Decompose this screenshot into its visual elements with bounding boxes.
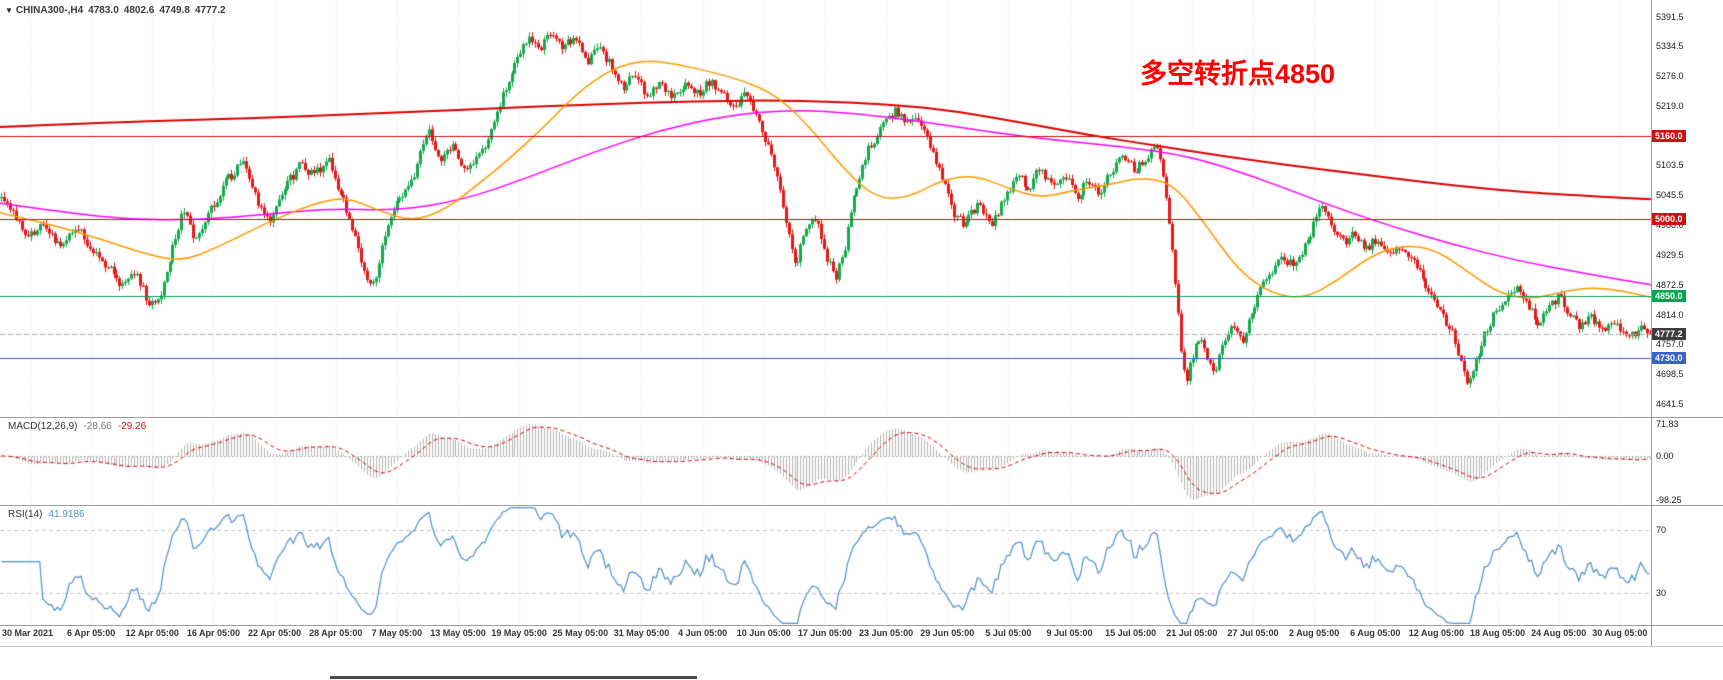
rsi-value: 41.9186	[48, 509, 85, 520]
panel-separator[interactable]	[0, 625, 1723, 626]
time-axis-label: 5 Jul 05:00	[985, 628, 1032, 638]
time-axis-label: 9 Jul 05:00	[1046, 628, 1093, 638]
time-axis-label: 13 May 05:00	[430, 628, 486, 638]
time-axis-label: 7 May 05:00	[371, 628, 423, 638]
price-chart[interactable]	[0, 0, 1651, 417]
price-axis-tick: 5334.5	[1656, 41, 1684, 52]
time-axis-label: 30 Mar 2021	[2, 628, 54, 638]
time-axis-label: 17 Jun 05:00	[797, 628, 852, 638]
time-axis-label: 29 Jun 05:00	[920, 628, 975, 638]
time-axis-label: 4 Jun 05:00	[678, 628, 728, 638]
time-axis: 30 Mar 2021 6 Apr 05:00 12 Apr 05:00 16 Apr…	[0, 628, 1651, 643]
time-axis-label: 15 Jul 05:00	[1105, 628, 1157, 638]
axis-divider	[1651, 0, 1652, 646]
price-axis-tick: 5045.5	[1656, 190, 1684, 201]
price-axis-tick: 5219.0	[1656, 100, 1684, 111]
price-axis-tick: 4872.5	[1656, 279, 1684, 290]
ohlc-high: 4802.6	[123, 5, 155, 16]
time-axis-label: 23 Jun 05:00	[859, 628, 914, 638]
time-axis-label: 6 Aug 05:00	[1350, 628, 1401, 638]
price-level-badge: 4730.0	[1652, 352, 1686, 365]
rsi-axis-tick: 30	[1656, 588, 1667, 599]
symbol-dropdown-icon[interactable]: ▼	[5, 6, 13, 15]
time-axis-label: 22 Apr 05:00	[247, 628, 302, 638]
symbol-name: CHINA300-,H4	[15, 5, 84, 16]
ohlc-close: 4777.2	[194, 5, 226, 16]
price-level-badge: 5160.0	[1652, 130, 1686, 143]
annotation-text: 多空转折点4850	[1140, 59, 1336, 89]
time-axis-label: 10 Jun 05:00	[736, 628, 791, 638]
macd-main-value: -28.66	[83, 421, 112, 432]
price-axis-tick: 4698.5	[1656, 369, 1684, 380]
window-bottom-border	[0, 646, 1723, 647]
price-axis: 5391.5 5334.5 5276.0 5219.0 5103.5 5045.5 4988…	[1652, 0, 1723, 417]
macd-indicator-label: MACD(12,26,9) -28.66 -29.26	[8, 421, 146, 432]
price-level-badge: 4850.0	[1652, 290, 1686, 303]
macd-axis-tick: -98.25	[1656, 494, 1682, 505]
price-axis-tick: 4988.0	[1656, 220, 1684, 230]
rsi-indicator-label: RSI(14) 41.9186	[8, 509, 85, 520]
symbol-ohlc-info: ▼ CHINA300-,H4 4783.0 4802.6 4749.8 4777.2	[5, 5, 231, 16]
price-level-badge: 5000.0	[1652, 212, 1686, 225]
time-axis-label: 24 Aug 05:00	[1531, 628, 1587, 638]
macd-axis-tick: 71.83	[1656, 418, 1679, 429]
macd-axis: 71.83 0.00 -98.25	[1652, 418, 1723, 505]
rsi-name: RSI(14)	[8, 509, 43, 520]
price-axis-tick: 4757.0	[1656, 339, 1684, 350]
time-axis-label: 25 May 05:00	[552, 628, 609, 638]
price-axis-tick: 4929.5	[1656, 250, 1684, 261]
time-axis-label: 21 Jul 05:00	[1166, 628, 1218, 638]
horizontal-scrollbar-thumb[interactable]	[330, 676, 697, 679]
price-axis-tick: 5276.0	[1656, 71, 1684, 82]
macd-axis-tick: 0.00	[1656, 450, 1674, 461]
time-axis-label: 18 Aug 05:00	[1469, 628, 1526, 638]
current-price-badge: 4777.2	[1652, 327, 1686, 340]
panel-separator[interactable]	[0, 417, 1723, 418]
rsi-axis-tick: 70	[1656, 524, 1667, 535]
macd-name: MACD(12,26,9)	[8, 421, 78, 432]
macd-panel-chart[interactable]	[0, 418, 1651, 505]
time-axis-label: 2 Aug 05:00	[1289, 628, 1340, 638]
time-axis-label: 31 May 05:00	[613, 628, 670, 638]
time-axis-label: 27 Jul 05:00	[1227, 628, 1279, 638]
time-axis-label: 6 Apr 05:00	[67, 628, 116, 638]
price-axis-tick: 5103.5	[1656, 160, 1684, 171]
price-axis-tick: 4641.5	[1656, 398, 1684, 409]
time-axis-label: 19 May 05:00	[491, 628, 547, 638]
time-axis-label: 28 Apr 05:00	[309, 628, 363, 638]
time-axis-label: 30 Aug 05:00	[1592, 628, 1648, 638]
rsi-panel-chart[interactable]	[0, 506, 1651, 625]
ohlc-open: 4783.0	[88, 5, 119, 16]
ohlc-low: 4749.8	[159, 5, 190, 16]
price-axis-tick: 4814.0	[1656, 309, 1684, 320]
macd-signal-value: -29.26	[117, 421, 147, 432]
panel-separator[interactable]	[0, 505, 1723, 506]
time-axis-label: 16 Apr 05:00	[186, 628, 241, 638]
price-axis-tick: 5391.5	[1656, 11, 1684, 22]
time-axis-label: 12 Aug 05:00	[1408, 628, 1465, 638]
time-axis-label: 12 Apr 05:00	[125, 628, 179, 638]
rsi-axis: 70 30	[1652, 506, 1723, 625]
